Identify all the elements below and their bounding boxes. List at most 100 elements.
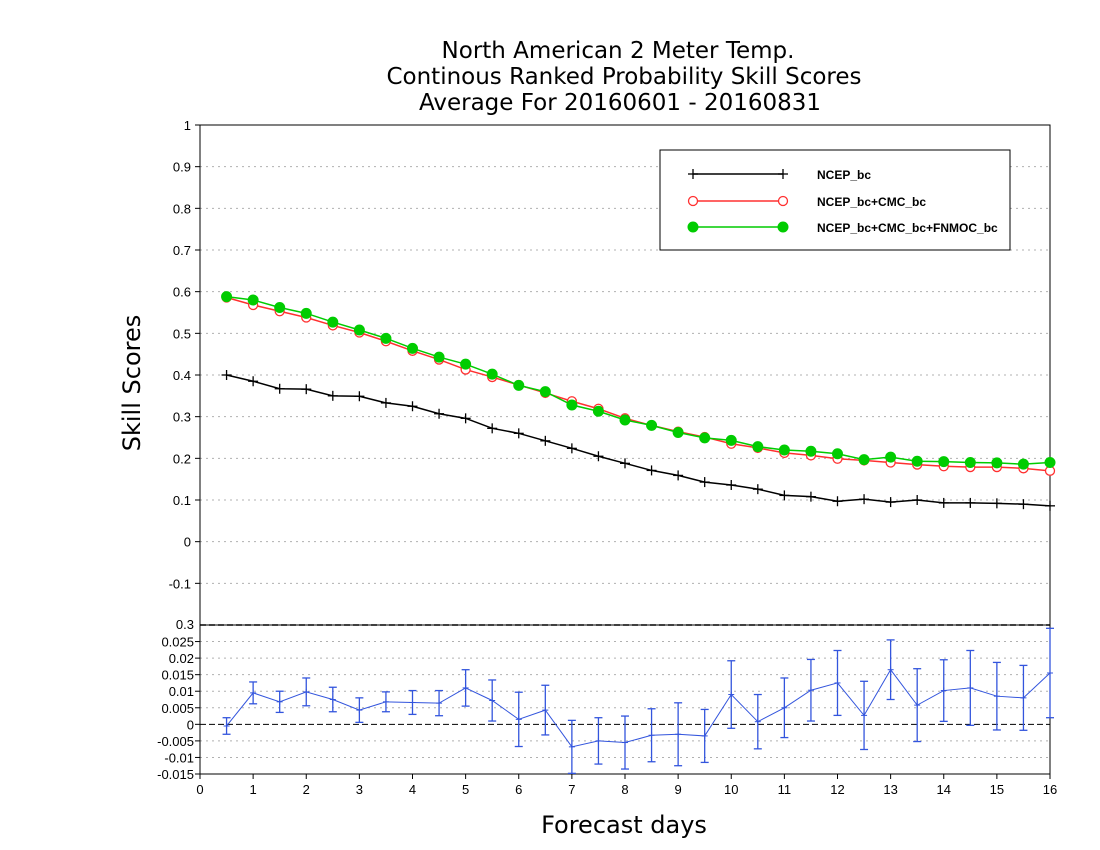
diff-point: [967, 684, 974, 691]
diff-point: [223, 722, 230, 729]
main-y-tick-label: 0: [184, 535, 191, 550]
diff-y-tick-label: 0.015: [161, 668, 194, 683]
data-point: [805, 445, 817, 457]
data-point: [300, 307, 312, 319]
data-point: [912, 495, 923, 505]
data-point: [407, 342, 418, 354]
diff-y-tick-label: 0: [187, 717, 194, 732]
data-point: [699, 477, 710, 488]
legend-label: NCEP_bc+CMC_bc+FNMOC_bc: [817, 221, 998, 235]
data-point: [646, 419, 658, 431]
data-point: [1044, 457, 1056, 468]
chart-title-line-3: Average For 20160601 - 20160831: [419, 90, 821, 116]
diff-point: [250, 689, 257, 696]
x-tick-label: 13: [883, 782, 897, 797]
data-point: [885, 451, 897, 463]
diff-point: [807, 687, 814, 694]
data-point: [885, 497, 896, 508]
main-y-tick-label: 0.1: [173, 493, 191, 508]
diff-series-layer: [222, 627, 1054, 774]
data-point: [301, 384, 312, 395]
diff-y-tick-label: 0.025: [161, 635, 194, 650]
series-line: [226, 295, 1051, 465]
diff-point: [675, 731, 682, 738]
x-tick-label: 16: [1043, 782, 1057, 797]
data-point: [938, 497, 949, 508]
legend-box: [659, 149, 1011, 251]
diff-point: [1047, 670, 1053, 677]
data-point: [725, 434, 737, 446]
data-point: [778, 444, 790, 456]
data-point: [1045, 500, 1055, 511]
data-point: [779, 490, 790, 501]
data-point: [460, 358, 472, 370]
data-point: [832, 496, 843, 507]
diff-point: [781, 704, 788, 711]
diff-point: [276, 698, 283, 705]
data-point: [859, 494, 870, 505]
x-tick-label: 0: [196, 782, 203, 797]
data-point: [726, 480, 737, 490]
diff-point: [409, 699, 416, 706]
series-0: [221, 370, 1055, 511]
main-y-tick-label: 0.4: [173, 368, 191, 383]
data-point: [672, 427, 684, 438]
diff-point: [462, 684, 469, 691]
diff-point: [436, 700, 443, 707]
data-point: [620, 458, 630, 469]
diff-point: [887, 666, 894, 673]
x-tick-label: 5: [462, 782, 469, 797]
legend-marker: [687, 221, 699, 233]
legend-marker: [687, 195, 699, 207]
diff-y-tick-label: 0.02: [169, 651, 194, 666]
diff-point: [303, 688, 310, 695]
data-point: [247, 294, 259, 306]
data-point: [274, 383, 285, 394]
data-point: [460, 413, 471, 424]
diff-line: [226, 668, 1051, 748]
series-1: [221, 292, 1056, 476]
diff-point: [861, 712, 868, 719]
main-y-ticks: -0.1 0 0.1 0.2 0.3 0.4 0.5 0.6 0.7 0.8 0.9 1: [169, 118, 200, 591]
diff-y-ticks: -0.015 -0.01-0.005 00.005 0.010.015 0.020.02…: [157, 617, 200, 782]
data-point: [380, 397, 391, 408]
data-point: [487, 423, 498, 434]
x-tick-label: 2: [303, 782, 310, 797]
legend-label: NCEP_bc+CMC_bc: [817, 195, 926, 209]
x-tick-label: 8: [621, 782, 628, 797]
x-tick-label: 9: [675, 782, 682, 797]
x-tick-label: 12: [830, 782, 844, 797]
diff-point: [515, 716, 522, 723]
data-point: [805, 491, 816, 502]
diff-point: [622, 739, 628, 746]
y-axis-title: Skill Scores: [118, 315, 146, 452]
data-point: [540, 435, 551, 446]
data-point: [380, 332, 392, 344]
data-point: [513, 379, 525, 391]
x-tick-label: 4: [409, 782, 416, 797]
data-point: [434, 408, 445, 419]
data-point: [433, 351, 445, 363]
legend-marker: [777, 195, 789, 207]
diff-point: [568, 743, 575, 750]
data-point: [752, 441, 764, 453]
main-y-tick-label: 0.9: [173, 160, 191, 175]
x-tick-label: 11: [778, 782, 792, 797]
diff-y-tick-label: -0.005: [157, 734, 194, 749]
main-y-tick-label: 0.6: [173, 285, 191, 300]
data-point: [646, 465, 657, 476]
legend: NCEP_bc NCEP_bc+CMC_bc NCEP_bc+CMC_bc+FNMO…: [659, 149, 1011, 251]
diff-point: [648, 732, 655, 739]
series-line: [226, 296, 1051, 472]
x-tick-label: 14: [937, 782, 951, 797]
data-point: [752, 484, 763, 495]
diff-point: [489, 697, 496, 704]
data-point: [354, 391, 365, 402]
main-y-tick-label: 1: [184, 118, 191, 133]
series-line: [226, 374, 1051, 507]
data-point: [327, 390, 338, 401]
data-point: [248, 376, 259, 387]
data-point: [965, 497, 976, 508]
diff-point: [356, 707, 363, 714]
